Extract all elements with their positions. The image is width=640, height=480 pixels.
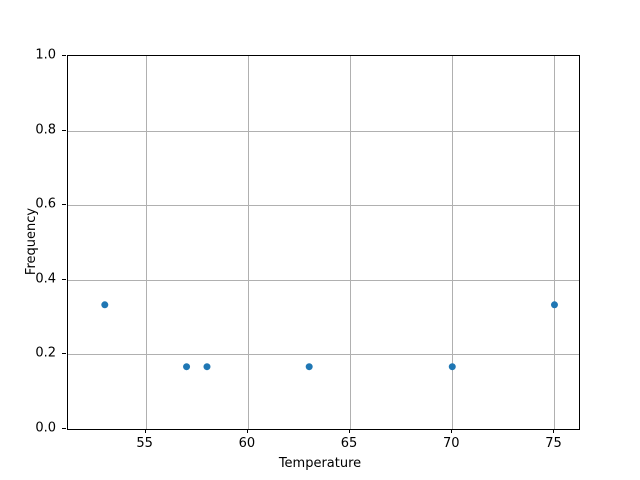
data-point bbox=[550, 301, 558, 309]
y-tick-mark bbox=[62, 353, 66, 354]
x-tick-mark bbox=[145, 429, 146, 433]
data-point bbox=[203, 363, 211, 371]
y-tick-mark bbox=[62, 428, 66, 429]
x-tick-label: 55 bbox=[136, 436, 153, 451]
x-tick-label: 75 bbox=[545, 436, 562, 451]
plot-area bbox=[67, 55, 580, 430]
y-tick-label: 0.0 bbox=[35, 420, 56, 436]
data-point bbox=[305, 363, 313, 371]
x-tick-label: 60 bbox=[238, 436, 256, 451]
y-tick-mark bbox=[62, 279, 66, 280]
y-axis-label: Frequency bbox=[24, 207, 39, 276]
x-tick-mark bbox=[451, 429, 452, 433]
y-tick-label: 0.8 bbox=[35, 122, 56, 138]
gridlines bbox=[68, 56, 579, 429]
x-tick-mark bbox=[553, 429, 554, 433]
x-tick-mark bbox=[247, 429, 248, 433]
y-tick-label: 0.4 bbox=[35, 271, 56, 287]
x-tick-label: 70 bbox=[442, 436, 460, 451]
x-tick-label: 65 bbox=[340, 436, 358, 451]
y-tick-label: 0.2 bbox=[35, 345, 56, 361]
data-point bbox=[101, 301, 109, 309]
x-tick-mark bbox=[349, 429, 350, 433]
y-tick-label: 1.0 bbox=[35, 47, 56, 63]
data-point bbox=[448, 363, 456, 371]
x-axis-label: Temperature bbox=[278, 456, 362, 471]
y-tick-label: 0.6 bbox=[35, 196, 56, 212]
data-point bbox=[183, 363, 191, 371]
data-points-layer bbox=[101, 301, 558, 371]
y-tick-mark bbox=[62, 130, 66, 131]
y-tick-mark bbox=[62, 55, 66, 56]
y-tick-mark bbox=[62, 204, 66, 205]
